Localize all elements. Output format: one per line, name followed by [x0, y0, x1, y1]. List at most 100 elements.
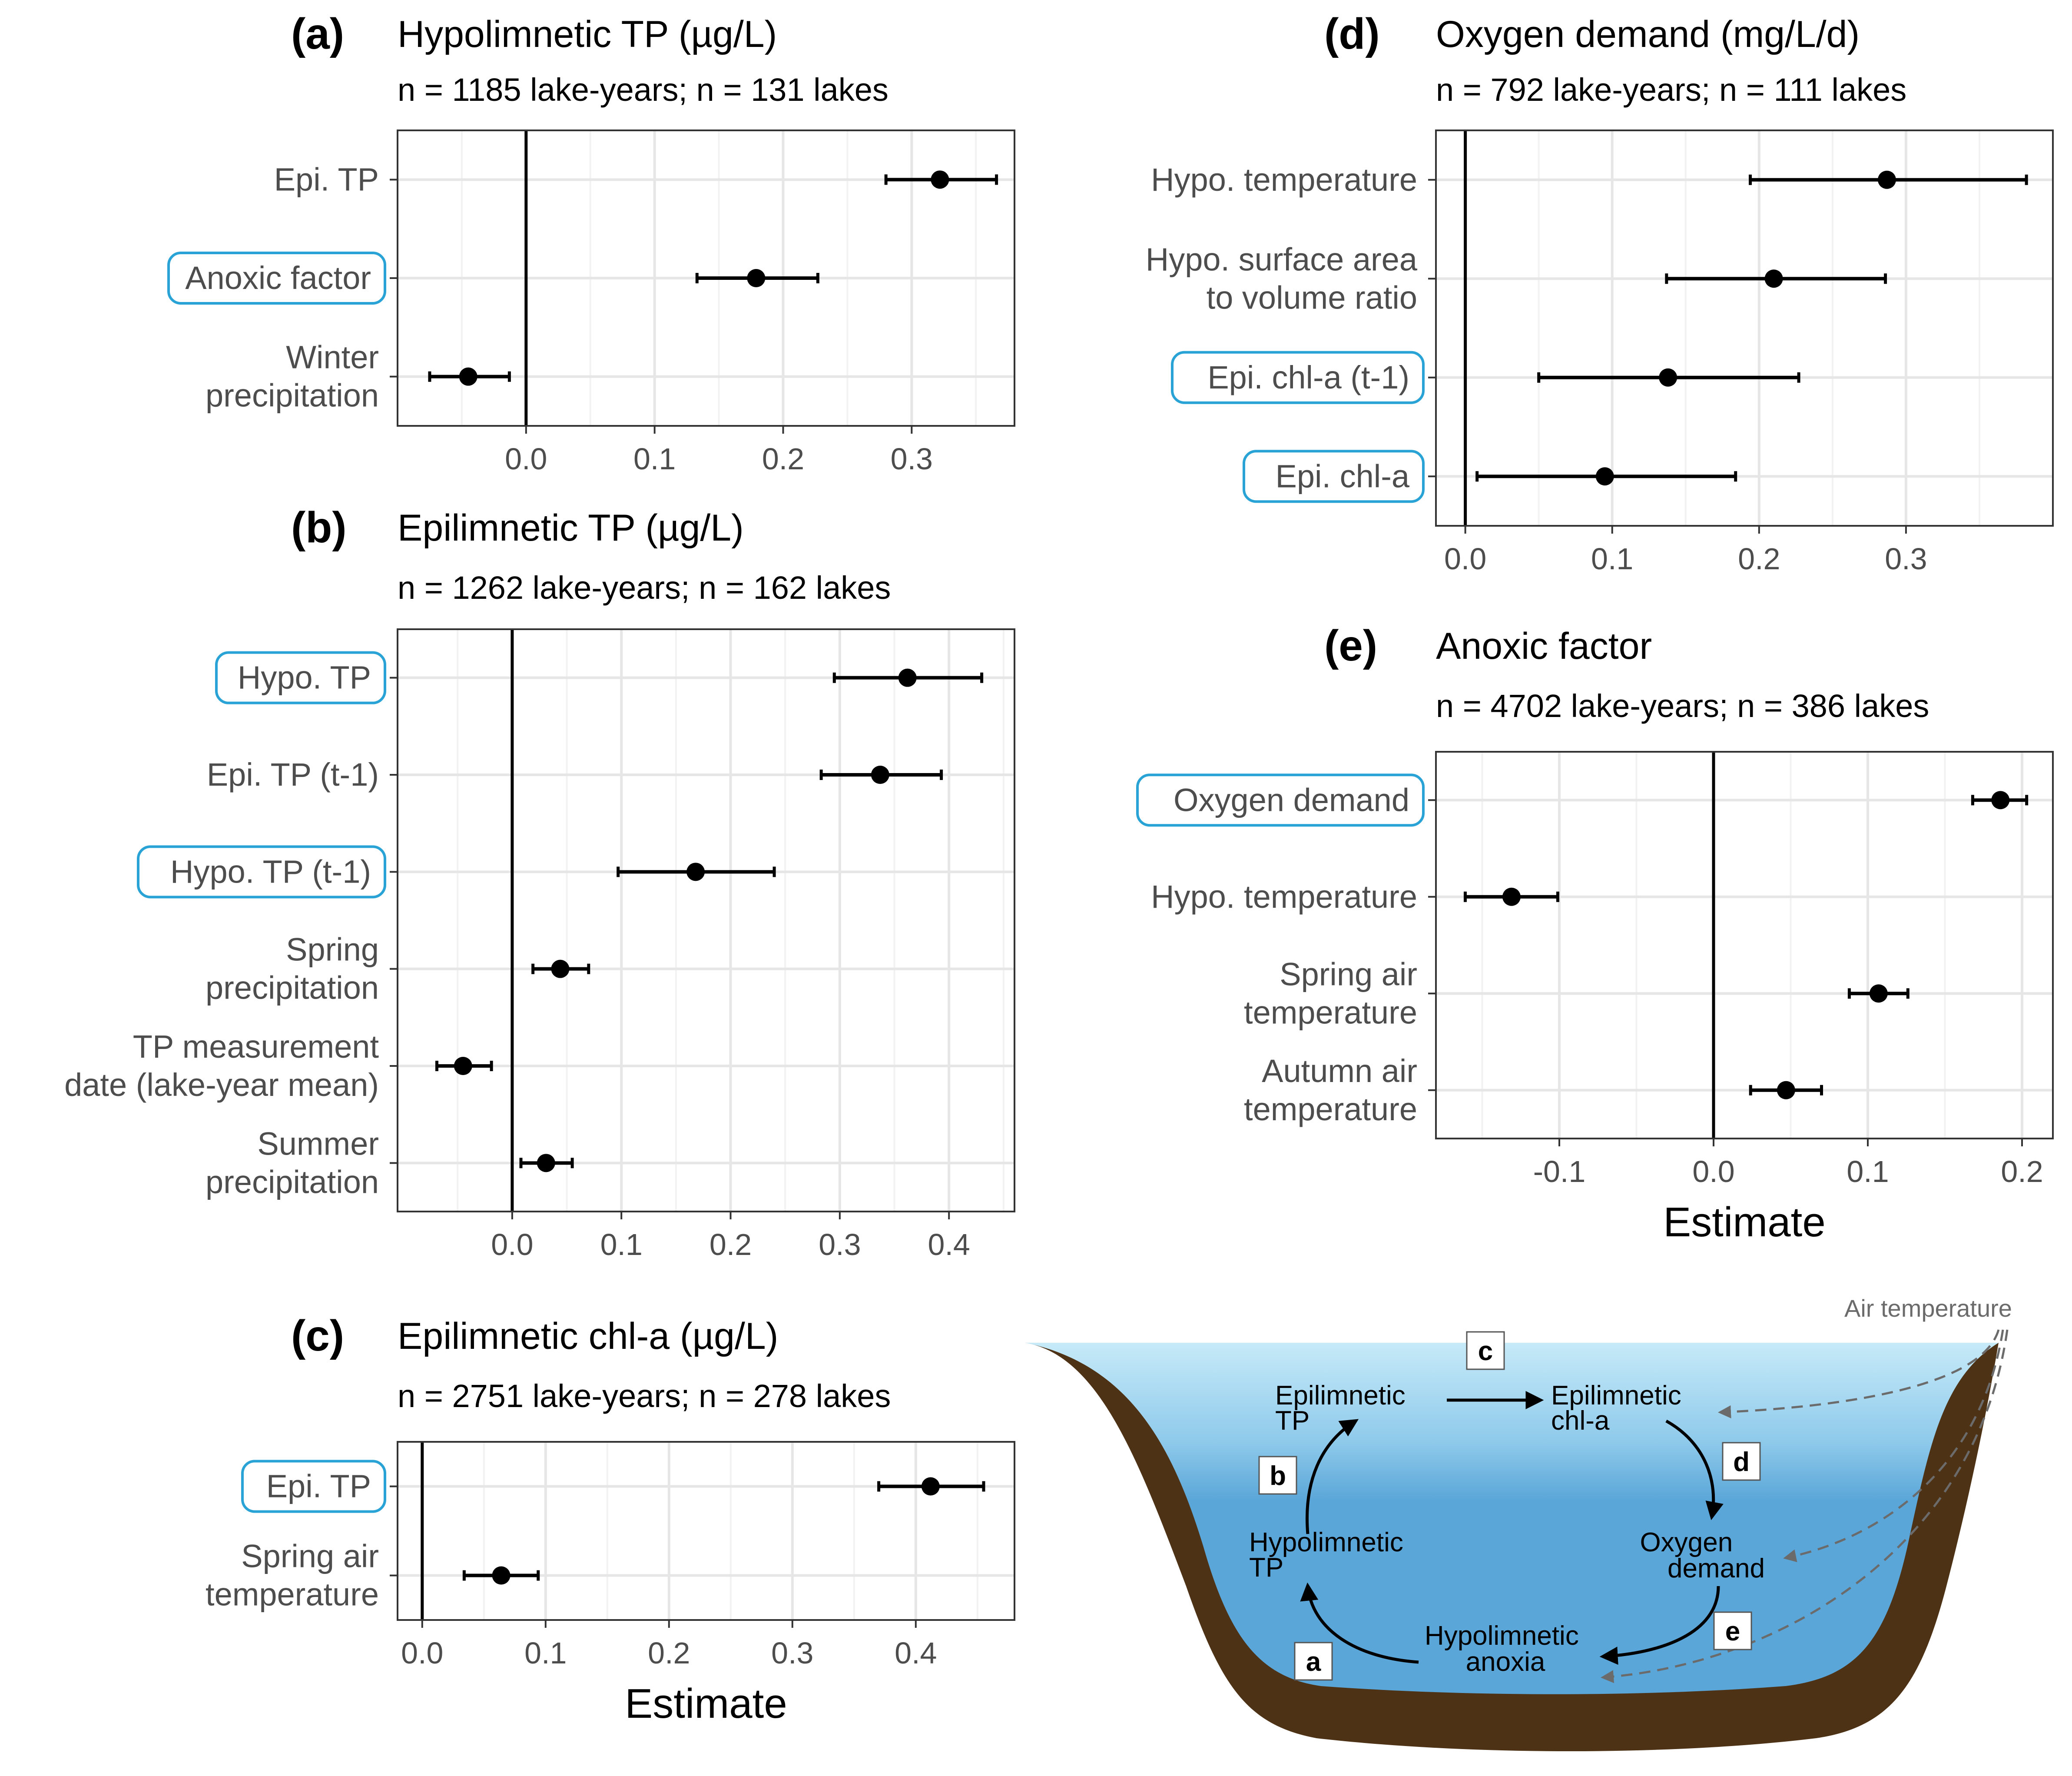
- panel-subtitle: n = 2751 lake-years; n = 278 lakes: [398, 1378, 891, 1414]
- panel-subtitle: n = 1262 lake-years; n = 162 lakes: [398, 570, 891, 606]
- x-tick-label: 0.3: [771, 1636, 813, 1670]
- lake-water: [1025, 1343, 1999, 1694]
- x-axis-title: Estimate: [625, 1680, 787, 1727]
- highlight-box: [1171, 351, 1425, 404]
- panel-b: (b) Epilimnetic TP (µg/L) n = 1262 lake-…: [64, 503, 1015, 1261]
- x-tick-label: 0.0: [401, 1636, 443, 1670]
- x-tick-label: 0.2: [1738, 542, 1780, 576]
- plot-background: [398, 629, 1014, 1212]
- x-tick-label: 0.0: [491, 1228, 533, 1261]
- estimate-point: [551, 959, 570, 978]
- x-tick-label: 0.2: [709, 1228, 752, 1261]
- estimate-point: [537, 1154, 555, 1172]
- panel-tag: (d): [1324, 10, 1380, 58]
- panel-e: (e) Anoxic factor n = 4702 lake-years; n…: [1136, 621, 2054, 1245]
- panel-a: (a) Hypolimnetic TP (µg/L) n = 1185 lake…: [167, 10, 1015, 476]
- node-epilimnetic-chla: Epilimnetic chl-a: [1551, 1381, 1689, 1436]
- arrow-label-d: d: [1722, 1442, 1761, 1481]
- estimate-point: [1502, 887, 1521, 906]
- x-tick-label: 0.2: [2001, 1155, 2043, 1188]
- highlight-box: [215, 651, 386, 704]
- svg-text:a: a: [1306, 1647, 1321, 1677]
- panel-title: Oxygen demand (mg/L/d): [1436, 13, 1860, 55]
- x-axis-title: Estimate: [1663, 1199, 1825, 1245]
- panel-c: (c) Epilimnetic chl-a (µg/L) n = 2751 la…: [206, 1311, 1015, 1727]
- plot-background: [398, 1442, 1014, 1620]
- estimate-point: [686, 863, 705, 881]
- estimate-point: [921, 1477, 940, 1496]
- y-axis-label: TP measurement date (lake-year mean): [64, 1029, 379, 1103]
- x-tick-label: 0.0: [505, 442, 547, 476]
- x-tick-label: 0.1: [1591, 542, 1633, 576]
- y-axis-label: Hypo. temperature: [1151, 162, 1417, 198]
- highlight-box: [1243, 450, 1425, 503]
- lake-diagram: Epilimnetic TP Epilimnetic chl-a Oxygen …: [1025, 1295, 2012, 1751]
- panel-tag: (a): [291, 10, 344, 58]
- y-axis-label: Hypo. surface area to volume ratio: [1146, 241, 1418, 315]
- arrow-b: [1306, 1419, 1359, 1534]
- highlight-box: [167, 252, 386, 305]
- panel-subtitle: n = 1185 lake-years; n = 131 lakes: [398, 72, 888, 108]
- y-axis-label: Hypo. TP (t-1): [170, 853, 371, 890]
- y-axis-label: Oxygen demand: [1174, 782, 1409, 818]
- y-axis-label: Winter precipitation: [206, 339, 379, 414]
- x-tick-label: 0.0: [1692, 1155, 1734, 1188]
- panel-subtitle: n = 4702 lake-years; n = 386 lakes: [1436, 688, 1929, 724]
- estimate-point: [1777, 1081, 1795, 1099]
- plot-border: [397, 628, 1015, 1212]
- arrow-e: [1599, 1586, 1720, 1665]
- estimate-point: [1659, 368, 1677, 387]
- estimate-point: [1869, 984, 1888, 1003]
- air-arrow-anoxia: [1601, 1329, 2009, 1683]
- panel-tag: (e): [1324, 621, 1377, 670]
- x-tick-label: 0.1: [600, 1228, 643, 1261]
- y-axis-label: Spring precipitation: [206, 932, 379, 1006]
- y-axis-label: Hypo. TP: [238, 660, 371, 696]
- svg-text:e: e: [1725, 1617, 1740, 1647]
- y-axis-label: Epi. chl-a: [1276, 458, 1410, 494]
- plot-border: [1435, 129, 2054, 527]
- y-axis-label: Hypo. temperature: [1151, 879, 1417, 915]
- y-axis-label: Epi. TP: [274, 161, 379, 197]
- y-axis-label: Summer precipitation: [206, 1125, 379, 1200]
- estimate-point: [747, 269, 766, 287]
- node-epilimnetic-tp: Epilimnetic TP: [1275, 1381, 1413, 1436]
- estimate-point: [492, 1566, 511, 1585]
- arrow-label-e: e: [1713, 1611, 1752, 1650]
- panel-title: Anoxic factor: [1436, 625, 1652, 667]
- y-axis-label: Spring air temperature: [1244, 956, 1417, 1030]
- arrow-label-b: b: [1258, 1456, 1297, 1495]
- node-hypolimnetic-anoxia: Hypolimnetic anoxia: [1425, 1621, 1586, 1677]
- x-tick-label: 0.3: [819, 1228, 861, 1261]
- plot-border: [397, 1441, 1015, 1621]
- y-axis-label: Epi. TP (t-1): [207, 757, 379, 793]
- x-tick-label: 0.1: [1847, 1155, 1889, 1188]
- panel-title: Hypolimnetic TP (µg/L): [398, 13, 777, 55]
- x-tick-label: 0.4: [895, 1636, 937, 1670]
- plot-border: [1435, 751, 2054, 1139]
- arrow-d: [1665, 1419, 1724, 1520]
- air-arrow-chla: [1718, 1329, 2000, 1418]
- x-tick-label: 0.2: [648, 1636, 690, 1670]
- node-hypolimnetic-tp: Hypolimnetic TP: [1249, 1527, 1411, 1583]
- y-axis-label: Epi. chl-a (t-1): [1207, 359, 1409, 395]
- estimate-point: [1991, 791, 2010, 810]
- plot-background: [1436, 752, 2053, 1139]
- x-tick-label: 0.3: [1885, 542, 1927, 576]
- panel-title: Epilimnetic TP (µg/L): [398, 507, 744, 549]
- panel-title: Epilimnetic chl-a (µg/L): [398, 1315, 778, 1357]
- y-axis-label: Spring air temperature: [206, 1538, 379, 1613]
- svg-text:d: d: [1733, 1447, 1750, 1477]
- x-tick-label: -0.1: [1533, 1155, 1586, 1188]
- estimate-point: [454, 1057, 472, 1075]
- x-tick-label: 0.1: [524, 1636, 567, 1670]
- x-tick-label: 0.4: [928, 1228, 970, 1261]
- arrow-label-a: a: [1294, 1642, 1333, 1681]
- arrow-label-c: c: [1466, 1331, 1505, 1370]
- estimate-point: [459, 367, 477, 386]
- highlight-box: [241, 1460, 386, 1513]
- estimate-point: [931, 170, 949, 189]
- estimate-point: [1595, 467, 1614, 486]
- air-arrow-oxygen: [1783, 1329, 2004, 1562]
